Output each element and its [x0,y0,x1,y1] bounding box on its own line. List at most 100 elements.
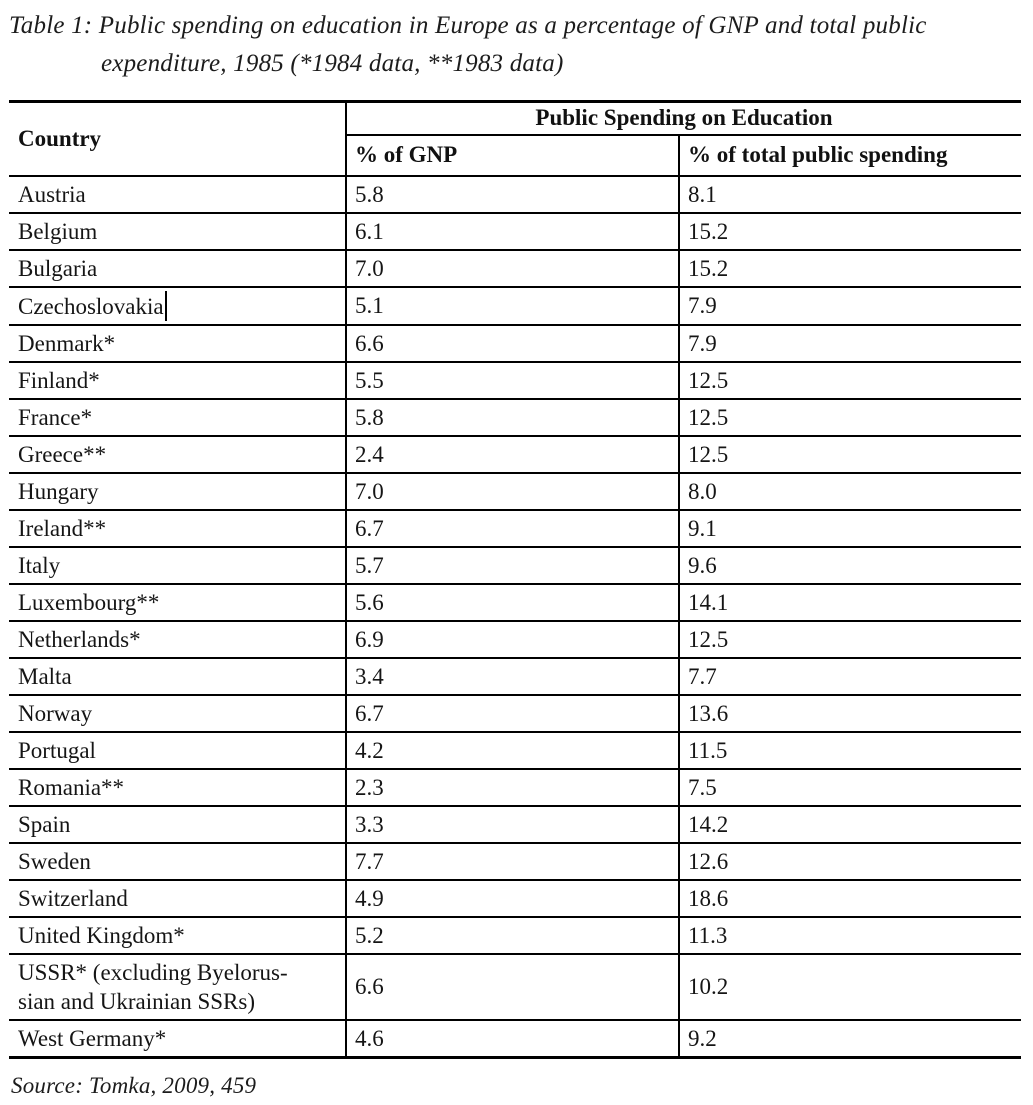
country-cell: Denmark* [9,324,347,363]
gnp-value-cell: 2.4 [346,435,680,474]
table-row: Ireland** 6.7 9.1 [9,509,1022,548]
total-spending-value-cell: 13.6 [679,694,1022,733]
total-spending-value-cell: 7.5 [679,768,1022,807]
table-caption-line-2: expenditure, 1985 (*1984 data, **1983 da… [101,50,564,77]
table-row: Denmark* 6.6 7.9 [9,324,1022,363]
table-row: Bulgaria 7.0 15.2 [9,249,1022,288]
total-spending-value-cell: 8.1 [679,175,1022,214]
gnp-value-cell: 5.6 [346,583,680,622]
table-row: Switzerland 4.9 18.6 [9,879,1022,918]
total-spending-value-cell: 7.9 [679,324,1022,363]
total-spending-value-cell: 15.2 [679,249,1022,288]
gnp-value-cell: 5.8 [346,175,680,214]
gnp-value-cell: 6.1 [346,212,680,251]
table-row: Greece** 2.4 12.5 [9,435,1022,474]
table-row: Netherlands* 6.9 12.5 [9,620,1022,659]
column-header-gnp: % of GNP [346,134,680,177]
gnp-value-cell: 5.5 [346,361,680,400]
country-cell: Italy [9,546,347,585]
table-row: Sweden 7.7 12.6 [9,842,1022,881]
column-header-group: Public Spending on Education [346,101,1022,136]
total-spending-value-cell: 12.5 [679,435,1022,474]
text-cursor [164,290,167,321]
table-row: Hungary 7.0 8.0 [9,472,1022,511]
table-row: United Kingdom* 5.2 11.3 [9,916,1022,955]
gnp-value-cell: 5.1 [346,286,680,326]
gnp-value-cell: 7.7 [346,842,680,881]
gnp-value-cell: 6.7 [346,509,680,548]
table-row: Belgium 6.1 15.2 [9,212,1022,251]
country-cell: Netherlands* [9,620,347,659]
country-cell: Malta [9,657,347,696]
column-header-total-public-spending: % of total public spending [679,134,1022,177]
total-spending-value-cell: 9.2 [679,1019,1022,1058]
table-caption-line-1: Table 1: Public spending on education in… [9,12,927,39]
gnp-value-cell: 2.3 [346,768,680,807]
country-cell: Luxembourg** [9,583,347,622]
total-spending-value-cell: 9.6 [679,546,1022,585]
table-header: Country Public Spending on Education % o… [9,101,1022,177]
gnp-value-cell: 4.9 [346,879,680,918]
gnp-value-cell: 3.3 [346,805,680,844]
table-row: Luxembourg** 5.6 14.1 [9,583,1022,622]
country-cell: France* [9,398,347,437]
total-spending-value-cell: 12.6 [679,842,1022,881]
country-cell: Bulgaria [9,249,347,288]
table-row: Finland* 5.5 12.5 [9,361,1022,400]
gnp-value-cell: 6.6 [346,953,680,1021]
table-row: Malta 3.4 7.7 [9,657,1022,696]
total-spending-value-cell: 11.3 [679,916,1022,955]
country-cell: Switzerland [9,879,347,918]
total-spending-value-cell: 11.5 [679,731,1022,770]
gnp-value-cell: 4.6 [346,1019,680,1058]
country-cell: Belgium [9,212,347,251]
total-spending-value-cell: 14.2 [679,805,1022,844]
total-spending-value-cell: 12.5 [679,620,1022,659]
total-spending-value-cell: 7.9 [679,286,1022,326]
gnp-value-cell: 7.0 [346,249,680,288]
country-cell: Spain [9,805,347,844]
table-row: Austria 5.8 8.1 [9,175,1022,214]
country-cell: Hungary [9,472,347,511]
gnp-value-cell: 6.7 [346,694,680,733]
total-spending-value-cell: 12.5 [679,361,1022,400]
country-cell: Portugal [9,731,347,770]
total-spending-value-cell: 12.5 [679,398,1022,437]
gnp-value-cell: 7.0 [346,472,680,511]
country-cell: West Germany* [9,1019,347,1058]
table-row: Portugal 4.2 11.5 [9,731,1022,770]
country-cell: USSR* (excluding Byelorus- sian and Ukra… [9,953,347,1021]
country-cell: Romania** [9,768,347,807]
gnp-value-cell: 5.7 [346,546,680,585]
table-caption: Table 1: Public spending on education in… [9,7,1021,83]
country-cell: Sweden [9,842,347,881]
total-spending-value-cell: 15.2 [679,212,1022,251]
gnp-value-cell: 6.9 [346,620,680,659]
country-cell: Ireland** [9,509,347,548]
country-cell: United Kingdom* [9,916,347,955]
country-cell: Finland* [9,361,347,400]
total-spending-value-cell: 18.6 [679,879,1022,918]
table-row: USSR* (excluding Byelorus- sian and Ukra… [9,953,1022,1021]
country-cell: Greece** [9,435,347,474]
total-spending-value-cell: 14.1 [679,583,1022,622]
table-row: Norway 6.7 13.6 [9,694,1022,733]
table-row: Spain 3.3 14.2 [9,805,1022,844]
gnp-value-cell: 5.2 [346,916,680,955]
table-body: Austria 5.8 8.1 Belgium 6.1 15.2 Bulgari… [9,175,1022,1058]
gnp-value-cell: 5.8 [346,398,680,437]
total-spending-value-cell: 8.0 [679,472,1022,511]
country-cell: Norway [9,694,347,733]
column-header-country: Country [9,101,347,177]
total-spending-value-cell: 7.7 [679,657,1022,696]
gnp-value-cell: 4.2 [346,731,680,770]
total-spending-value-cell: 10.2 [679,953,1022,1021]
country-cell: Czechoslovakia [9,286,347,326]
table-row: France* 5.8 12.5 [9,398,1022,437]
gnp-value-cell: 3.4 [346,657,680,696]
country-cell: Austria [9,175,347,214]
table-row: Romania** 2.3 7.5 [9,768,1022,807]
table-row: West Germany* 4.6 9.2 [9,1019,1022,1058]
total-spending-value-cell: 9.1 [679,509,1022,548]
